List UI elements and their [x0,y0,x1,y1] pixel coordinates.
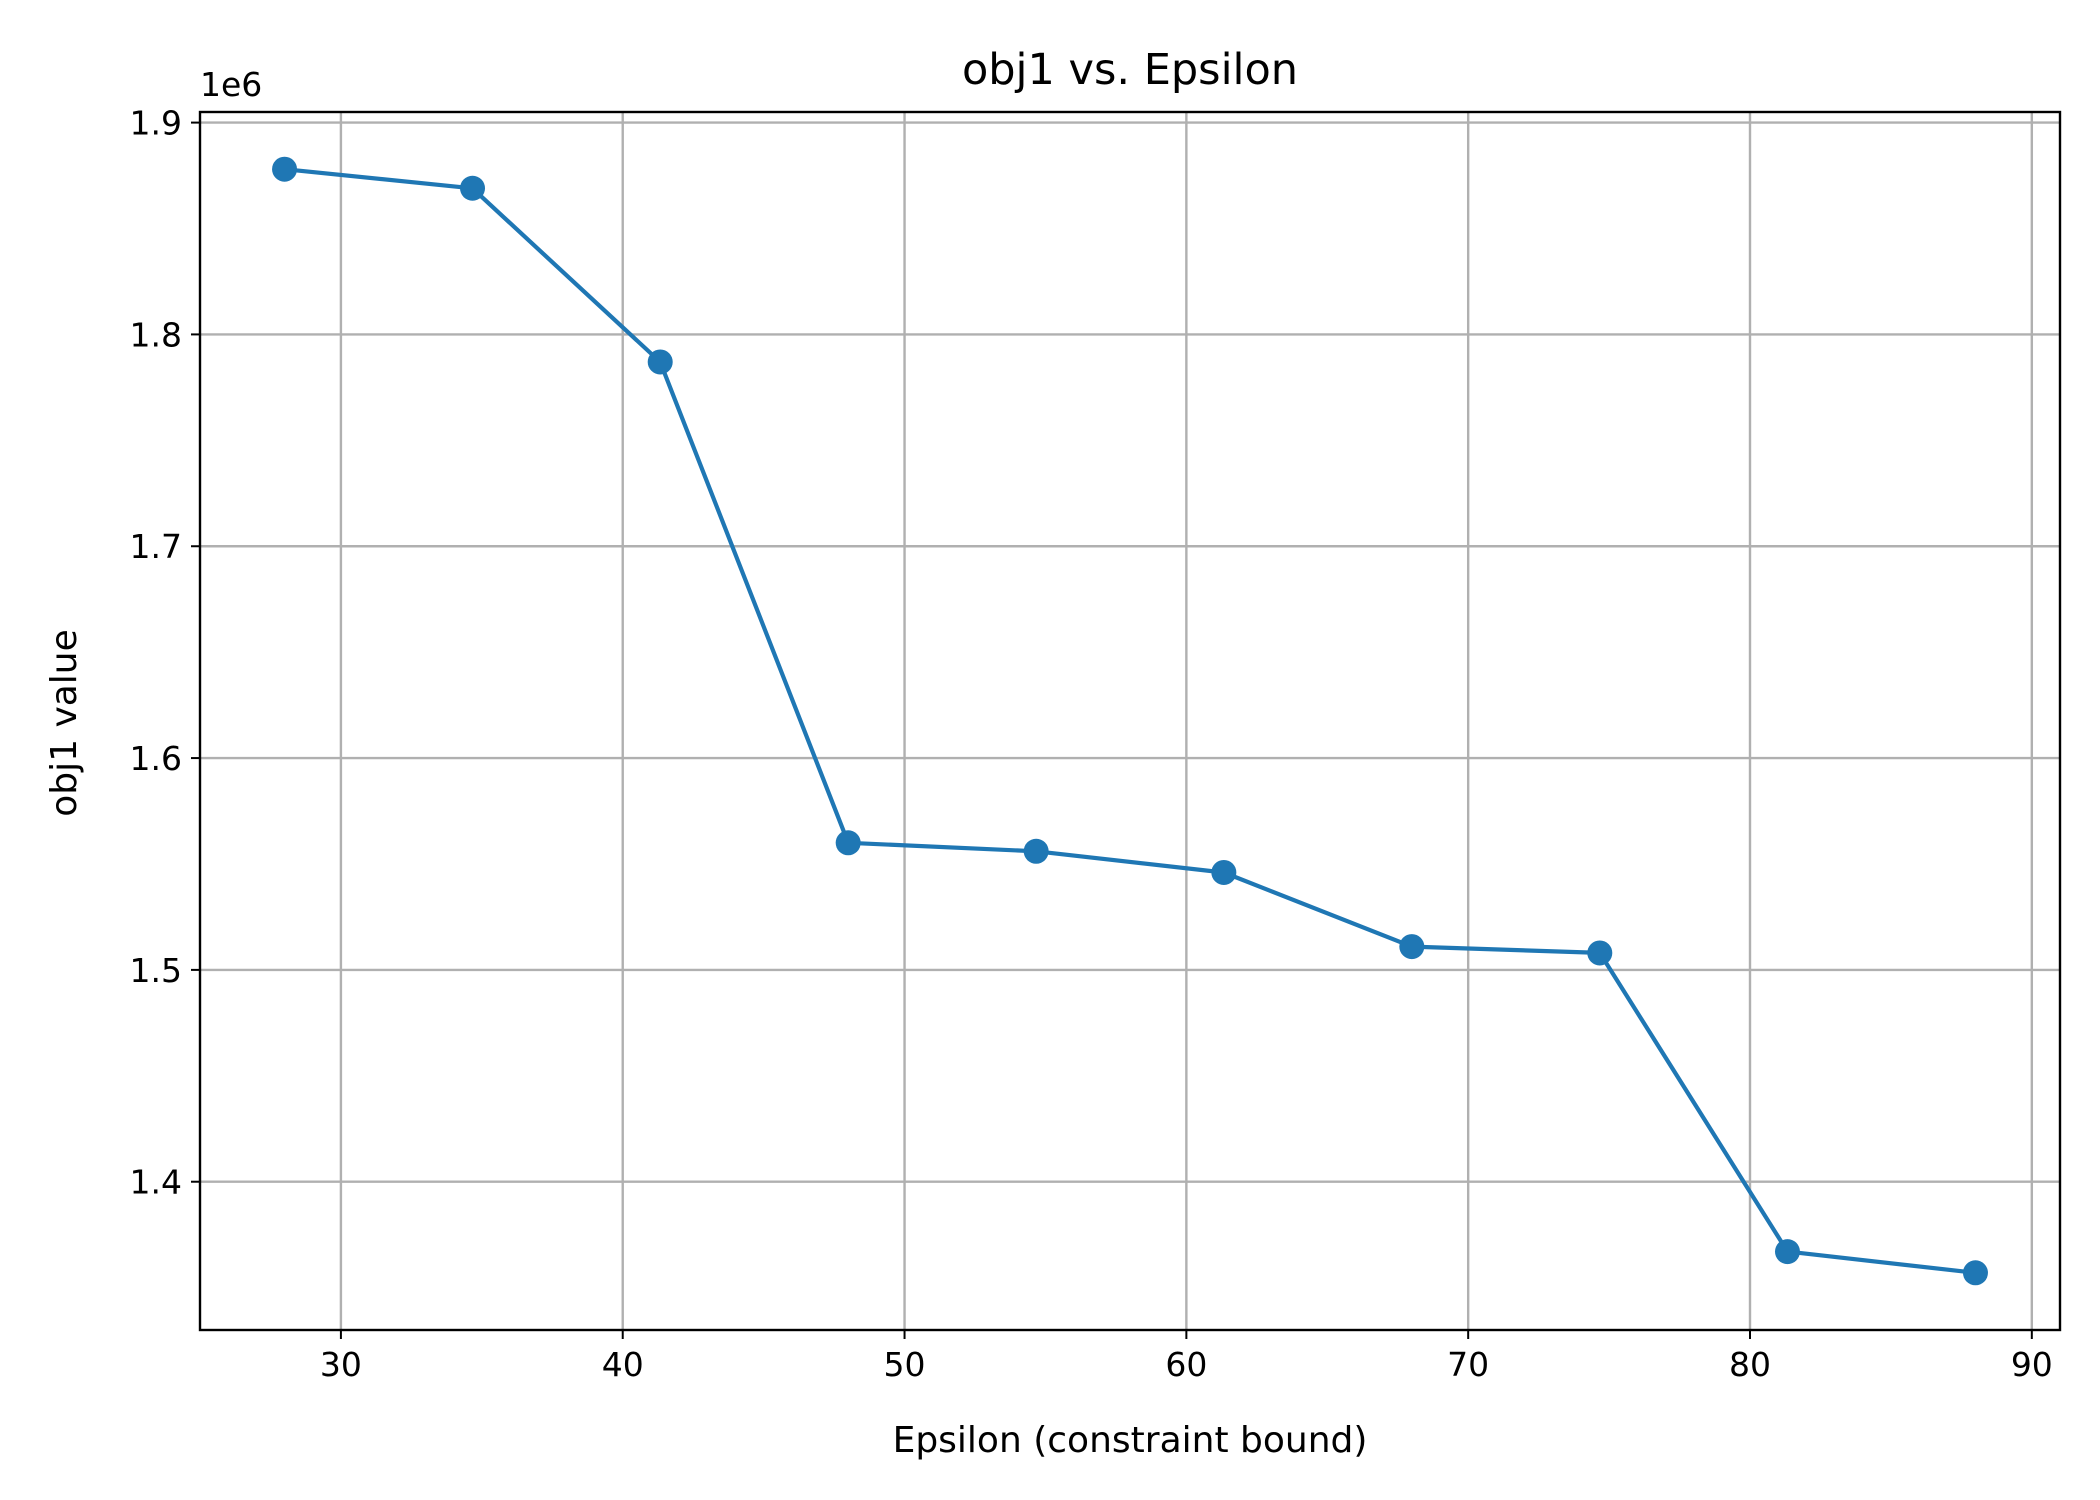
y-axis-offset-text: 1e6 [200,65,262,104]
series-line [284,167,1976,1275]
data-point [1023,838,1049,864]
x-axis-ticks: 30 40 50 60 70 80 90 [320,1330,2053,1384]
x-axis-label: Epsilon (constraint bound) [893,1420,1368,1461]
y-tick-label: 1.7 [130,527,182,566]
data-point [1211,859,1237,885]
x-tick-label: 40 [602,1345,644,1384]
x-tick-label: 50 [884,1345,926,1384]
y-axis-label: obj1 value [44,629,85,817]
y-tick-label: 1.6 [130,739,182,778]
data-point [647,349,673,375]
data-point [1774,1239,1800,1265]
x-tick-label: 60 [1165,1345,1207,1384]
y-tick-label: 1.8 [130,315,182,354]
data-point [835,830,861,856]
x-tick-label: 80 [1729,1345,1771,1384]
data-point [272,156,298,182]
plot-frame [198,110,2062,1332]
grid [200,112,2060,1330]
y-axis-ticks: 1.4 1.5 1.6 1.7 1.8 1.9 [130,104,200,1202]
y-tick-label: 1.9 [130,104,182,143]
x-tick-label: 30 [320,1345,362,1384]
y-tick-label: 1.5 [130,951,182,990]
data-point [460,175,486,201]
y-tick-label: 1.4 [130,1163,182,1202]
x-tick-label: 90 [2011,1345,2053,1384]
x-tick-label: 70 [1447,1345,1489,1384]
chart-title: obj1 vs. Epsilon [962,45,1298,95]
data-point [1962,1260,1988,1286]
data-point [1587,940,1613,966]
series-layer [272,156,1988,1286]
data-point [1399,934,1425,960]
